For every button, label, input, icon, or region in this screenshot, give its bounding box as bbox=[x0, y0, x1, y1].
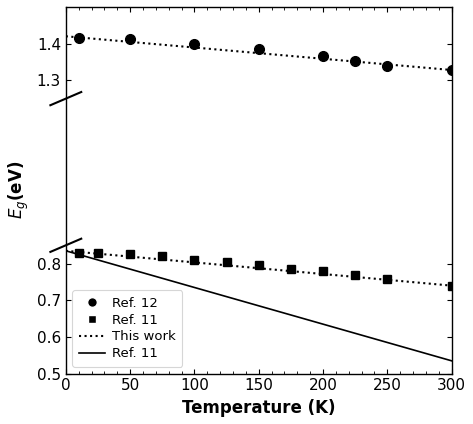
Ref. 11 bbox=[288, 267, 294, 272]
Ref. 12 bbox=[385, 63, 390, 68]
Ref. 12 bbox=[76, 36, 81, 41]
Ref. 12 bbox=[127, 36, 133, 42]
Ref. 11 bbox=[127, 252, 133, 257]
Legend: Ref. 12, Ref. 11, This work, Ref. 11: Ref. 12, Ref. 11, This work, Ref. 11 bbox=[72, 290, 182, 367]
Ref. 11 bbox=[385, 276, 390, 282]
Ref. 11 bbox=[449, 283, 455, 288]
X-axis label: Temperature (K): Temperature (K) bbox=[182, 399, 335, 417]
Ref. 11 bbox=[352, 272, 358, 277]
Bar bbox=[66, 99, 452, 245]
Ref. 11 bbox=[224, 259, 229, 264]
Ref. 11 bbox=[256, 263, 262, 268]
Ref. 11 bbox=[320, 268, 326, 273]
Ref. 12 bbox=[449, 67, 455, 73]
Ref. 12 bbox=[256, 47, 262, 52]
Ref. 11 bbox=[76, 250, 81, 255]
Ref. 11 bbox=[192, 257, 197, 262]
Ref. 11 bbox=[95, 250, 101, 255]
Ref. 12 bbox=[352, 59, 358, 64]
Line: Ref. 11: Ref. 11 bbox=[75, 248, 455, 290]
Line: Ref. 12: Ref. 12 bbox=[74, 33, 456, 75]
Y-axis label: $E_g$(eV): $E_g$(eV) bbox=[7, 161, 31, 219]
Ref. 12 bbox=[192, 41, 197, 46]
Ref. 11 bbox=[159, 254, 165, 259]
Ref. 12 bbox=[320, 54, 326, 59]
